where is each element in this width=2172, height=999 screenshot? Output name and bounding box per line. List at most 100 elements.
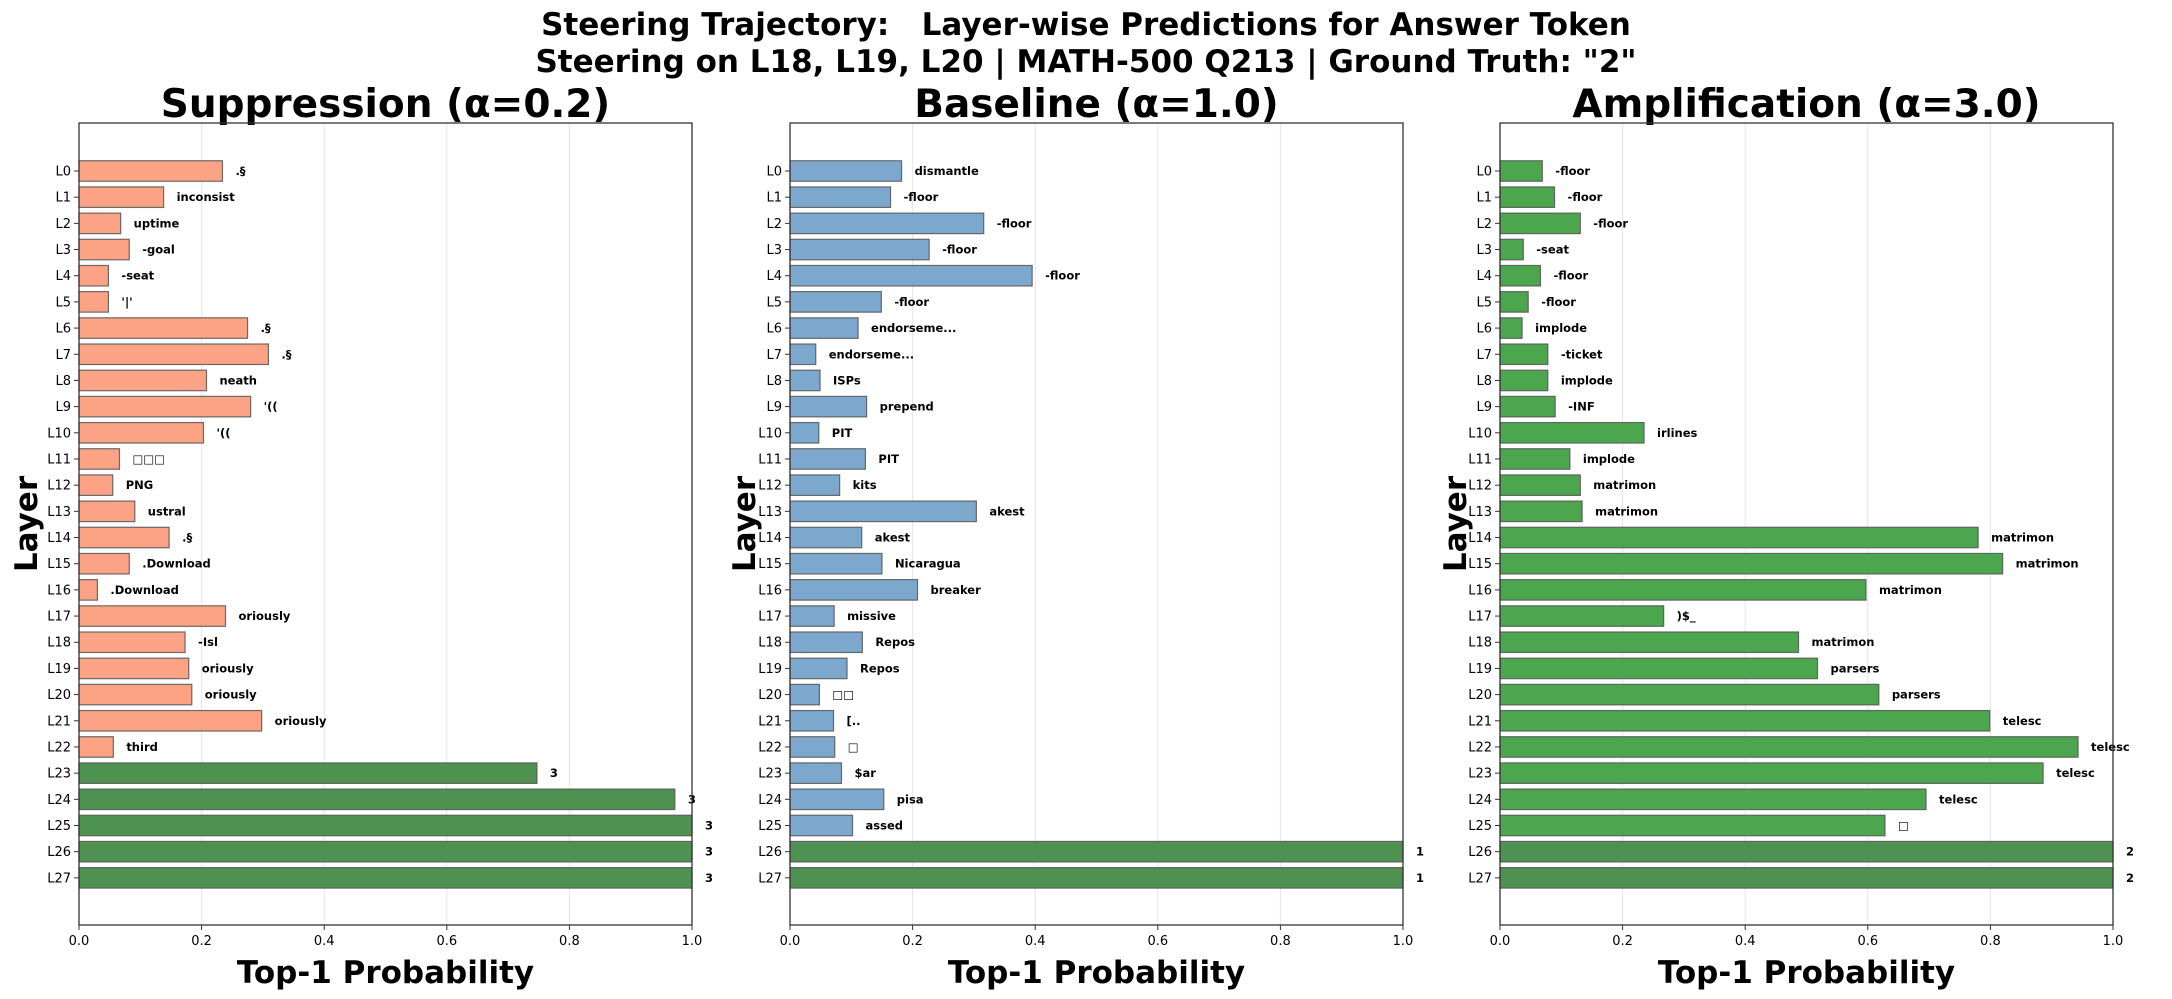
y-tick-label-baseline-l2: L2 [766, 217, 782, 232]
x-axis-label-amplification: Top-1 Probability [1658, 955, 1955, 991]
x-tick-label-baseline-4: 0.8 [1270, 934, 1291, 949]
bar-amplification-l2 [1499, 212, 1581, 235]
y-tick-label-baseline-l0: L0 [766, 165, 782, 180]
bar-suppression-l8 [78, 369, 208, 392]
y-tick-label-amplification-l9: L9 [1476, 400, 1492, 415]
bar-label-baseline-l21: [.. [847, 714, 861, 728]
y-tick-label-baseline-l24: L24 [758, 793, 782, 808]
bar-amplification-l22 [1499, 736, 2079, 758]
bar-label-amplification-l7: -ticket [1561, 347, 1603, 361]
y-tick-label-baseline-l4: L4 [766, 269, 782, 284]
bar-label-baseline-l3: -floor [942, 243, 977, 257]
bar-label-amplification-l18: matrimon [1812, 635, 1875, 649]
y-tick-label-suppression-l10: L10 [47, 426, 71, 441]
y-tick-label-amplification-l27: L27 [1468, 871, 1492, 886]
bar-baseline-l12 [789, 474, 841, 497]
panel-title-amplification: Amplification (α=3.0) [1572, 82, 2040, 127]
y-tick-label-baseline-l7: L7 [766, 348, 782, 363]
y-tick-label-suppression-l15: L15 [47, 557, 71, 572]
bar-suppression-l12 [78, 474, 114, 497]
bar-label-baseline-l8: ISPs [833, 373, 861, 387]
bar-baseline-l1 [789, 186, 892, 209]
bar-baseline-l26 [789, 840, 1404, 863]
bar-label-suppression-l16: .Download [110, 583, 178, 597]
bar-amplification-l27 [1499, 867, 2114, 889]
bar-label-amplification-l15: matrimon [2016, 557, 2079, 571]
y-tick-label-suppression-l17: L17 [47, 610, 71, 625]
y-tick-label-baseline-l15: L15 [758, 557, 782, 572]
y-tick-label-baseline-l17: L17 [758, 610, 782, 625]
x-axis-label-suppression: Top-1 Probability [237, 955, 534, 991]
bar-amplification-l26 [1499, 840, 2114, 863]
bar-label-amplification-l5: -floor [1541, 295, 1576, 309]
y-tick-label-baseline-l6: L6 [766, 322, 782, 337]
bar-amplification-l4 [1499, 264, 1542, 287]
y-tick-label-amplification-l8: L8 [1476, 374, 1492, 389]
y-tick-label-baseline-l26: L26 [758, 845, 782, 860]
bar-label-suppression-l5: '|' [121, 295, 132, 309]
bar-suppression-l5 [78, 291, 110, 313]
bar-label-baseline-l16: breaker [931, 583, 982, 597]
bar-amplification-l21 [1499, 709, 1991, 732]
bar-suppression-l25 [78, 814, 693, 837]
bar-label-suppression-l22: third [126, 740, 158, 754]
y-tick-label-amplification-l22: L22 [1468, 740, 1492, 755]
y-tick-label-suppression-l20: L20 [47, 688, 71, 703]
bar-baseline-l23 [789, 762, 843, 784]
bar-label-baseline-l10: PIT [832, 426, 853, 440]
y-tick-label-suppression-l6: L6 [55, 322, 71, 337]
bar-label-baseline-l25: assed [866, 819, 903, 833]
y-tick-label-baseline-l8: L8 [766, 374, 782, 389]
panel-title-suppression: Suppression (α=0.2) [161, 82, 611, 127]
bar-label-amplification-l19: parsers [1831, 661, 1880, 675]
bar-amplification-l0 [1499, 160, 1543, 182]
bar-suppression-l15 [78, 552, 130, 575]
x-tick-label-suppression-5: 1.0 [682, 934, 703, 949]
x-tick-label-suppression-4: 0.8 [559, 934, 580, 949]
x-tick-label-suppression-0: 0.0 [69, 934, 90, 949]
y-tick-label-amplification-l26: L26 [1468, 845, 1492, 860]
y-tick-label-suppression-l7: L7 [55, 348, 71, 363]
bar-label-baseline-l6: endorseme... [871, 321, 956, 335]
bar-label-baseline-l7: endorseme... [829, 347, 914, 361]
bar-label-baseline-l5: -floor [894, 295, 929, 309]
bar-suppression-l27 [78, 867, 693, 889]
x-tick-label-amplification-0: 0.0 [1490, 934, 1511, 949]
y-tick-label-baseline-l1: L1 [766, 191, 782, 206]
bar-baseline-l11 [789, 448, 866, 470]
x-tick-label-baseline-2: 0.4 [1025, 934, 1046, 949]
bar-label-amplification-l9: -INF [1568, 400, 1595, 414]
bar-suppression-l16 [78, 579, 98, 601]
bar-label-suppression-l2: uptime [134, 216, 180, 230]
bar-amplification-l23 [1499, 762, 2044, 784]
y-tick-label-suppression-l3: L3 [55, 243, 71, 258]
y-tick-label-baseline-l16: L16 [758, 583, 782, 598]
bar-label-baseline-l12: kits [853, 478, 877, 492]
bar-baseline-l15 [789, 552, 883, 575]
y-tick-label-suppression-l18: L18 [47, 636, 71, 651]
y-tick-label-suppression-l23: L23 [47, 767, 71, 782]
y-tick-label-suppression-l9: L9 [55, 400, 71, 415]
bar-suppression-l1 [78, 186, 165, 209]
bar-amplification-l18 [1499, 631, 1800, 654]
y-tick-label-amplification-l0: L0 [1476, 165, 1492, 180]
y-tick-label-amplification-l1: L1 [1476, 191, 1492, 206]
bar-label-suppression-l6: .§ [261, 321, 271, 335]
y-tick-label-suppression-l8: L8 [55, 374, 71, 389]
axes-frame-suppression [78, 122, 693, 926]
bar-label-baseline-l13: akest [989, 504, 1025, 518]
y-tick-label-baseline-l9: L9 [766, 400, 782, 415]
bar-label-baseline-l0: dismantle [915, 164, 979, 178]
y-tick-label-amplification-l14: L14 [1468, 531, 1492, 546]
axes-frame-amplification [1499, 122, 2114, 926]
bar-label-suppression-l13: ustral [148, 504, 186, 518]
y-tick-label-suppression-l27: L27 [47, 871, 71, 886]
bar-label-amplification-l3: -seat [1536, 243, 1569, 257]
bar-label-amplification-l11: implode [1583, 452, 1635, 466]
y-tick-label-baseline-l11: L11 [758, 452, 782, 467]
bar-label-amplification-l16: matrimon [1879, 583, 1942, 597]
y-axis-label-baseline: Layer [727, 475, 763, 572]
y-tick-label-suppression-l5: L5 [55, 295, 71, 310]
y-axis-label-amplification: Layer [1438, 475, 1474, 572]
bar-label-suppression-l19: oriously [202, 661, 254, 675]
